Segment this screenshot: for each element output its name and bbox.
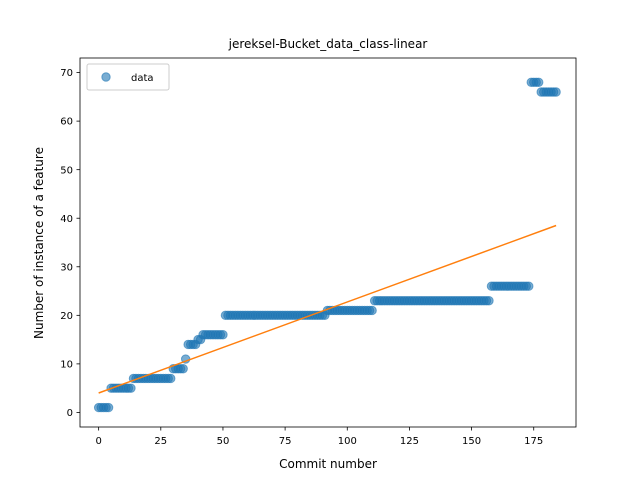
- y-tick-label: 20: [60, 311, 73, 322]
- x-tick-label: 50: [217, 436, 230, 447]
- y-tick-label: 10: [60, 359, 73, 370]
- x-tick-label: 0: [95, 436, 101, 447]
- y-tick-label: 50: [60, 165, 73, 176]
- data-point: [534, 77, 544, 87]
- y-tick-label: 70: [60, 68, 73, 79]
- data-point: [484, 296, 494, 306]
- y-tick-label: 40: [60, 214, 73, 225]
- data-point: [524, 281, 534, 291]
- legend-label-data: data: [131, 73, 154, 84]
- x-tick-label: 75: [279, 436, 292, 447]
- fit-line: [98, 224, 557, 394]
- chart-title: jereksel-Bucket_data_class-linear: [228, 37, 428, 51]
- x-tick-label: 175: [524, 436, 543, 447]
- plot-area: 0 25 50 75 100 125 150 175 0 10 20 30 40 50 60 70: [60, 57, 577, 447]
- x-tick-label: 25: [154, 436, 167, 447]
- x-tick-label: 125: [400, 436, 419, 447]
- axes-frame: [79, 57, 577, 428]
- x-tick-label: 100: [338, 436, 357, 447]
- data-point: [367, 305, 377, 316]
- data-point: [126, 383, 136, 393]
- data-point: [103, 402, 114, 413]
- y-tick-label: 30: [60, 262, 73, 273]
- y-tick-label: 0: [67, 408, 73, 419]
- legend-box: [86, 63, 170, 91]
- x-tick-label: 150: [462, 436, 481, 447]
- legend-marker-data: [101, 72, 111, 82]
- data-point: [178, 364, 188, 374]
- data-point: [166, 373, 176, 384]
- legend: data: [86, 63, 170, 91]
- data-point: [551, 87, 561, 97]
- y-tick-label: 60: [60, 117, 73, 128]
- data-point: [218, 330, 228, 340]
- x-axis-label: Commit number: [279, 457, 377, 471]
- y-axis-label: Number of instance of a feature: [32, 147, 46, 339]
